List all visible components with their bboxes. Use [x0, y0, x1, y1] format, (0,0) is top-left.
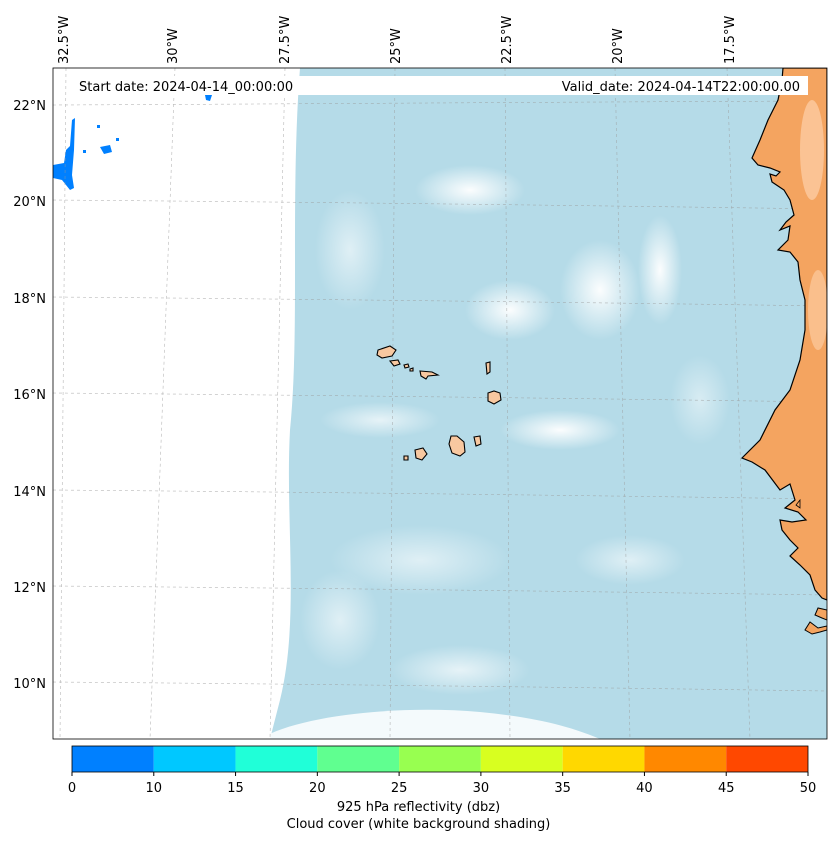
lon-label: 25°W — [389, 28, 404, 64]
lon-label: 27.5°W — [278, 16, 293, 64]
colorbar-tick-label: 45 — [718, 781, 735, 796]
colorbar-segment — [317, 746, 400, 772]
valid-date-label: Valid_date: 2024-04-14T22:00:00.00 — [562, 80, 800, 95]
longitude-labels: 32.5°W 30°W 27.5°W 25°W 22.5°W 20°W 17.5… — [57, 16, 738, 64]
lon-label: 30°W — [166, 28, 181, 64]
lat-label: 22°N — [13, 99, 46, 114]
lat-label: 18°N — [13, 292, 46, 307]
colorbar-tick-label: 30 — [473, 781, 490, 796]
colorbar: 0 10 15 20 25 30 35 40 45 50 — [68, 745, 817, 796]
colorbar-tick-label: 40 — [636, 781, 653, 796]
colorbar-segment — [562, 746, 645, 772]
colorbar-tick-label: 50 — [800, 781, 817, 796]
colorbar-tick-label: 10 — [146, 781, 163, 796]
colorbar-tick-label: 15 — [227, 781, 244, 796]
lat-label: 14°N — [13, 485, 46, 500]
colorbar-segment — [72, 746, 154, 772]
colorbar-sublabel: Cloud cover (white background shading) — [286, 817, 551, 832]
colorbar-label: 925 hPa reflectivity (dbz) — [336, 800, 501, 815]
lon-label: 22.5°W — [500, 16, 515, 64]
lon-label: 20°W — [611, 28, 626, 64]
reflectivity-patch — [53, 118, 75, 190]
lon-label: 17.5°W — [723, 16, 738, 64]
colorbar-segment — [235, 746, 318, 772]
lat-label: 12°N — [13, 581, 46, 596]
colorbar-segment — [480, 746, 563, 772]
lon-label: 32.5°W — [57, 16, 72, 64]
map-frame — [52, 67, 828, 740]
colorbar-tick-label: 20 — [309, 781, 326, 796]
colorbar-tick-label: 35 — [554, 781, 571, 796]
colorbar-segment — [726, 746, 808, 772]
lat-label: 20°N — [13, 195, 46, 210]
graticule — [53, 68, 827, 739]
map-area — [53, 68, 827, 739]
colorbar-tick-label: 25 — [391, 781, 408, 796]
start-date-label: Start date: 2024-04-14_00:00:00 — [79, 80, 293, 95]
west-africa-coastline — [740, 68, 827, 601]
clear-sky-region — [53, 68, 300, 739]
cape-verde-islands — [376, 345, 502, 461]
lat-label: 16°N — [13, 388, 46, 403]
colorbar-segment — [644, 746, 727, 772]
colorbar-tick-label: 0 — [68, 781, 76, 796]
latitude-labels: 22°N 20°N 18°N 16°N 14°N 12°N 10°N — [13, 99, 46, 692]
date-banner — [72, 76, 808, 95]
colorbar-segment — [153, 746, 236, 772]
colorbar-frame — [71, 745, 809, 773]
lat-label: 10°N — [13, 677, 46, 692]
colorbar-segment — [399, 746, 481, 772]
